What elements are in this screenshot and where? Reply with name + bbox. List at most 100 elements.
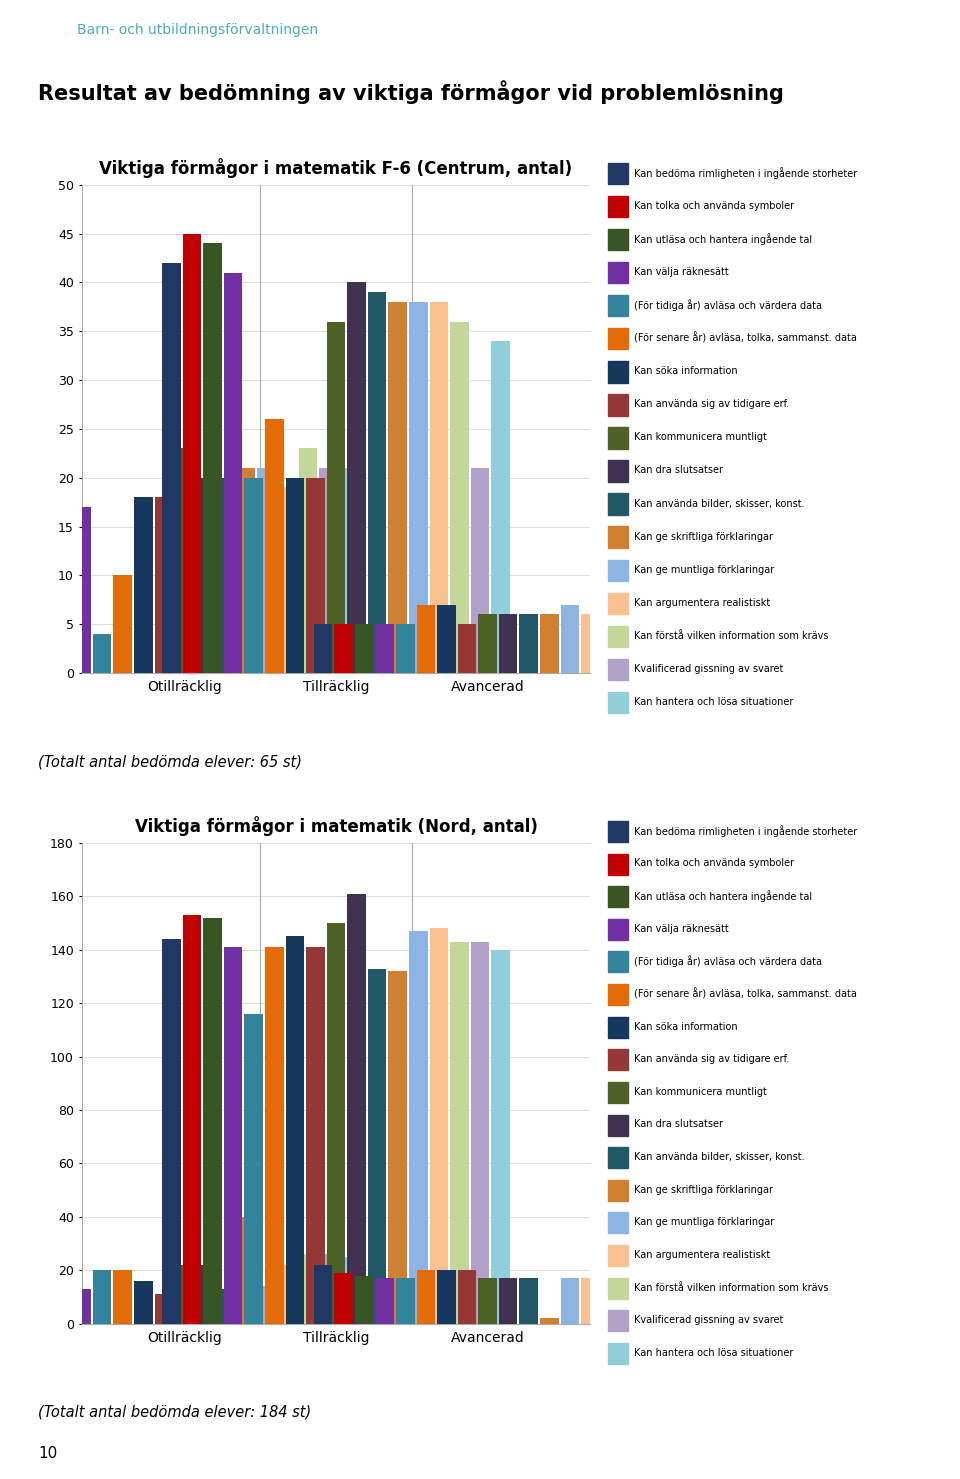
Bar (375, 624, 394, 673)
Bar (608, 1245, 628, 1266)
Text: (För tidiga år) avläsa och värdera data: (För tidiga år) avläsa och värdera data (635, 299, 822, 311)
Bar (499, 614, 517, 673)
Bar (204, 918, 222, 1324)
Bar (375, 1278, 394, 1324)
Bar (608, 460, 628, 482)
Bar (257, 1287, 276, 1324)
Bar (437, 1270, 456, 1324)
Bar (162, 263, 180, 673)
Bar (314, 624, 332, 673)
Text: Kan ge skriftliga förklaringar: Kan ge skriftliga förklaringar (635, 531, 773, 541)
Bar (608, 427, 628, 448)
Bar (162, 939, 180, 1324)
Text: (För senare år) avläsa, tolka, sammanst. data: (För senare år) avläsa, tolka, sammanst.… (635, 988, 857, 1000)
Bar (224, 272, 243, 673)
Text: Kan hantera och lösa situationer: Kan hantera och lösa situationer (635, 1347, 794, 1358)
Bar (286, 936, 304, 1324)
Bar (519, 614, 538, 673)
Bar (417, 605, 435, 673)
Bar (561, 605, 579, 673)
Bar (608, 593, 628, 614)
Bar (608, 1213, 628, 1233)
Bar (417, 1270, 435, 1324)
Bar (204, 244, 222, 673)
Bar (113, 1270, 132, 1324)
Bar (608, 328, 628, 349)
Bar (175, 1265, 194, 1324)
Bar (299, 448, 317, 673)
Text: Resultat av bedömning av viktiga förmågor vid problemlösning: Resultat av bedömning av viktiga förmågo… (38, 80, 784, 105)
Bar (216, 478, 235, 673)
Bar (155, 497, 173, 673)
Bar (355, 624, 373, 673)
Bar (286, 478, 304, 673)
Bar (437, 605, 456, 673)
Bar (608, 886, 628, 907)
Text: Kan kommunicera muntligt: Kan kommunicera muntligt (635, 1087, 767, 1097)
Text: Kan använda bilder, skisser, konst.: Kan använda bilder, skisser, konst. (635, 498, 804, 509)
Bar (326, 923, 346, 1324)
Text: Kan ge muntliga förklaringar: Kan ge muntliga förklaringar (635, 565, 775, 575)
Bar (396, 624, 415, 673)
Bar (155, 1294, 173, 1324)
Text: (För tidiga år) avläsa och värdera data: (För tidiga år) avläsa och värdera data (635, 955, 822, 967)
Bar (314, 1265, 332, 1324)
Text: Kan förstå vilken information som krävs: Kan förstå vilken information som krävs (635, 630, 828, 640)
Bar (32, 1291, 50, 1324)
Bar (540, 614, 559, 673)
Bar (326, 321, 346, 673)
Bar (458, 624, 476, 673)
Bar (245, 478, 263, 673)
Bar (602, 614, 620, 673)
Bar (478, 614, 497, 673)
Bar (52, 516, 70, 673)
Title: Viktiga förmågor i matematik (Nord, antal): Viktiga förmågor i matematik (Nord, anta… (134, 816, 538, 836)
Bar (608, 163, 628, 185)
Bar (429, 929, 448, 1324)
Bar (519, 1278, 538, 1324)
Bar (622, 586, 640, 673)
Bar (602, 1278, 620, 1324)
Bar (299, 1254, 317, 1324)
Text: Kan hantera och lösa situationer: Kan hantera och lösa situationer (635, 697, 794, 707)
Bar (182, 916, 202, 1324)
Bar (11, 497, 29, 673)
Text: Kan använda bilder, skisser, konst.: Kan använda bilder, skisser, konst. (635, 1152, 804, 1162)
Bar (257, 467, 276, 673)
Bar (608, 527, 628, 547)
Bar (348, 282, 366, 673)
Bar (608, 559, 628, 581)
Text: Kan bedöma rimligheten i ingående storheter: Kan bedöma rimligheten i ingående storhe… (635, 167, 857, 179)
Text: Kan välja räknesätt: Kan välja räknesätt (635, 924, 729, 933)
Bar (175, 448, 194, 673)
Bar (237, 467, 255, 673)
Bar (52, 1287, 70, 1324)
Bar (113, 575, 132, 673)
Bar (608, 494, 628, 515)
Bar (608, 1343, 628, 1364)
Text: (Totalt antal bedömda elever: 184 st): (Totalt antal bedömda elever: 184 st) (38, 1405, 312, 1420)
Text: Kan ge skriftliga förklaringar: Kan ge skriftliga förklaringar (635, 1185, 773, 1195)
Bar (340, 1257, 358, 1324)
Text: Kan välja räknesätt: Kan välja räknesätt (635, 268, 729, 277)
Bar (450, 942, 468, 1324)
Bar (581, 614, 600, 673)
Bar (608, 853, 628, 874)
Bar (306, 947, 324, 1324)
Bar (470, 942, 490, 1324)
Bar (608, 951, 628, 973)
Text: (För senare år) avläsa, tolka, sammanst. data: (För senare år) avläsa, tolka, sammanst.… (635, 333, 857, 345)
Bar (245, 1015, 263, 1324)
Bar (470, 467, 490, 673)
Bar (196, 1265, 214, 1324)
Bar (643, 575, 661, 673)
Text: Kan utläsa och hantera ingående tal: Kan utläsa och hantera ingående tal (635, 890, 812, 902)
Text: (Totalt antal bedömda elever: 65 st): (Totalt antal bedömda elever: 65 st) (38, 754, 302, 769)
Bar (608, 1081, 628, 1103)
Bar (581, 1278, 600, 1324)
Text: Barn- och utbildningsförvaltningen: Barn- och utbildningsförvaltningen (77, 22, 318, 37)
Text: Kan dra slutsatser: Kan dra slutsatser (635, 466, 723, 475)
Bar (608, 1278, 628, 1299)
Bar (319, 1254, 338, 1324)
Text: Kan söka information: Kan söka information (635, 1022, 738, 1032)
